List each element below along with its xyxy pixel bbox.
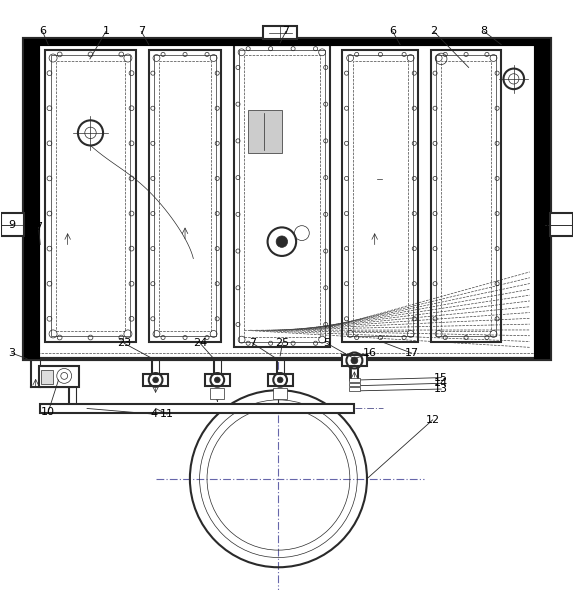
Bar: [40, 404, 354, 413]
Text: 11: 11: [160, 409, 174, 419]
Text: 10: 10: [41, 407, 55, 417]
Circle shape: [215, 377, 220, 383]
Bar: [244, 55, 320, 337]
Bar: [267, 374, 293, 385]
Text: 17: 17: [405, 348, 418, 358]
Circle shape: [277, 377, 283, 383]
Bar: [273, 389, 287, 399]
Bar: [342, 355, 367, 366]
Text: 7: 7: [35, 222, 42, 233]
Bar: [248, 110, 282, 153]
Text: 1: 1: [102, 26, 110, 37]
Bar: [263, 26, 297, 39]
Text: 15: 15: [434, 373, 448, 382]
Bar: [441, 60, 491, 331]
Text: 7: 7: [249, 339, 256, 348]
Bar: [347, 55, 413, 337]
Text: 24: 24: [193, 339, 207, 348]
Bar: [56, 60, 125, 331]
Text: 5: 5: [324, 339, 331, 348]
Bar: [431, 51, 501, 342]
Bar: [239, 50, 325, 342]
Text: 9: 9: [542, 219, 549, 230]
Text: 14: 14: [434, 378, 448, 389]
Text: 2: 2: [430, 26, 437, 37]
Bar: [352, 60, 408, 331]
Bar: [149, 51, 222, 342]
Bar: [38, 365, 79, 387]
Bar: [159, 60, 211, 331]
Text: 13: 13: [434, 384, 448, 394]
Bar: [534, 39, 550, 359]
Bar: [24, 39, 40, 359]
Bar: [154, 55, 216, 337]
Text: 6: 6: [39, 26, 46, 37]
Bar: [41, 370, 53, 384]
Text: 12: 12: [425, 415, 440, 425]
Bar: [348, 378, 360, 382]
Bar: [348, 387, 360, 391]
Bar: [348, 383, 360, 386]
Bar: [143, 374, 168, 385]
Bar: [24, 39, 550, 46]
Circle shape: [153, 377, 158, 383]
Bar: [211, 389, 224, 399]
Text: 4: 4: [151, 409, 158, 419]
Bar: [234, 44, 330, 347]
Bar: [436, 55, 496, 337]
Bar: [30, 44, 544, 353]
Bar: [45, 51, 135, 342]
Text: 6: 6: [389, 26, 396, 37]
Text: 25: 25: [276, 339, 289, 348]
Bar: [550, 213, 573, 236]
Text: 7: 7: [138, 26, 145, 37]
Bar: [343, 51, 418, 342]
Text: 8: 8: [480, 26, 488, 37]
Text: 23: 23: [117, 339, 131, 348]
Text: 16: 16: [363, 348, 377, 358]
Text: 9: 9: [8, 219, 15, 230]
Circle shape: [351, 357, 358, 364]
Text: 3: 3: [8, 348, 15, 358]
Bar: [24, 39, 550, 359]
Text: 7: 7: [282, 26, 289, 37]
Bar: [51, 55, 130, 337]
Circle shape: [276, 236, 288, 247]
Bar: [1, 213, 24, 236]
Bar: [205, 374, 230, 385]
